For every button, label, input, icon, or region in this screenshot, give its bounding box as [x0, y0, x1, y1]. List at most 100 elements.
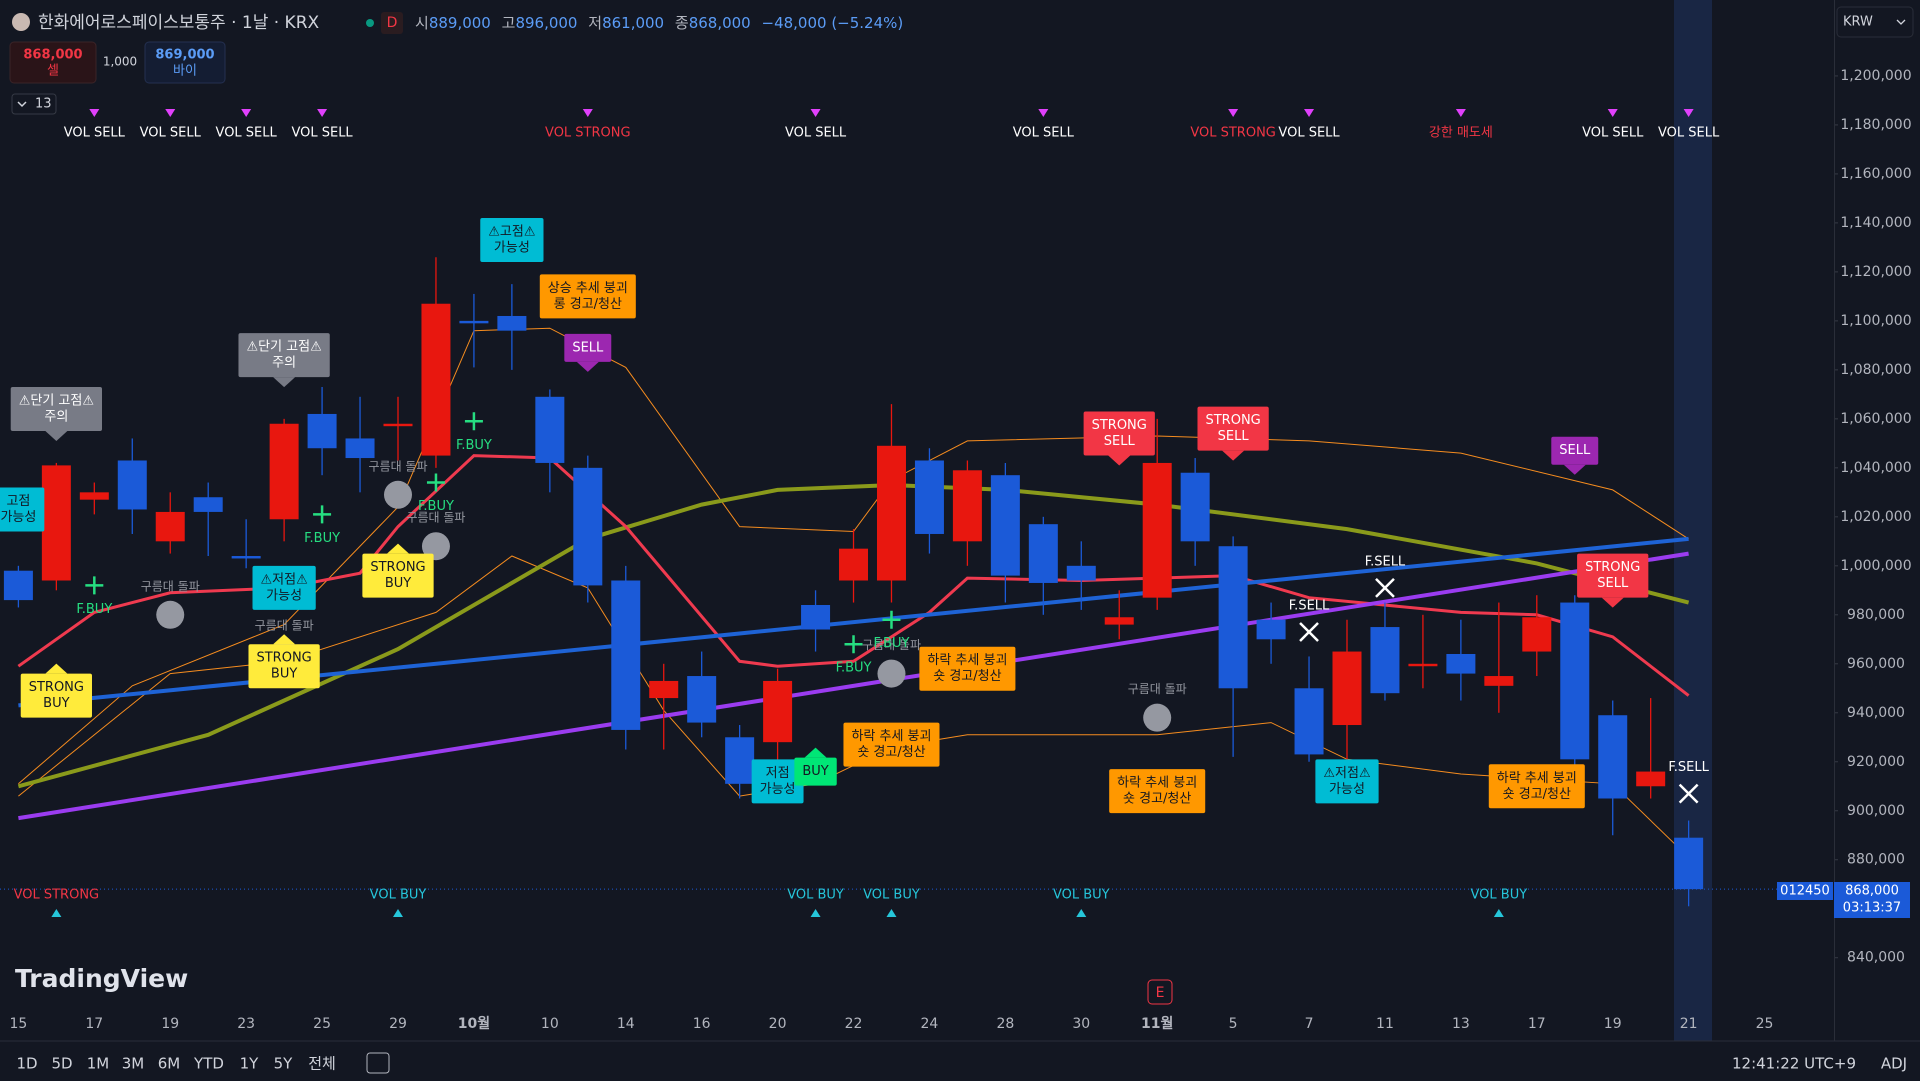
f-sell-marker [1375, 577, 1395, 598]
annotation-text: 가능성 [266, 588, 302, 603]
candle-body [193, 497, 223, 512]
chevron [1896, 19, 1906, 25]
x-tick-label: 17 [85, 1016, 103, 1032]
annotation-box: SELL [564, 333, 612, 372]
signal-marker [1683, 109, 1694, 117]
range-button[interactable]: YTD [193, 1055, 224, 1073]
candle-body [1408, 663, 1438, 667]
candle-body [1370, 627, 1400, 694]
candle-body [497, 315, 527, 331]
logo[interactable]: TradingView [15, 964, 188, 993]
candle-body [1598, 715, 1628, 799]
annotation-text: BUY [385, 576, 411, 591]
ohlc-label: 저 [588, 14, 602, 32]
earnings-marker[interactable] [1147, 979, 1173, 1005]
range-button[interactable]: 6M [158, 1055, 181, 1073]
ohlc-value: 861,000 [602, 14, 664, 32]
cloud-break-label: 구름대 돌파 [862, 638, 921, 652]
x-tick-label: 14 [617, 1016, 635, 1032]
annotation-text: 주의 [44, 410, 68, 425]
x-tick-label: 28 [996, 1016, 1014, 1032]
annotation-box: ⚠저점⚠가능성 [1315, 759, 1379, 804]
cloud-break-label: 구름대 돌파 [141, 579, 200, 593]
sell-button[interactable] [9, 41, 97, 84]
y-tick-label: 1,140,000 [1840, 215, 1911, 231]
candle-body [876, 445, 906, 581]
y-tick-label: 1,000,000 [1840, 558, 1911, 574]
annotation-box [20, 673, 92, 718]
range-button[interactable]: 1D [16, 1055, 37, 1073]
range-button[interactable]: 1Y [240, 1055, 260, 1073]
signal-marker [1493, 909, 1504, 917]
annotation-text: 가능성 [1329, 782, 1365, 797]
x-tick-label: 11 [1376, 1016, 1394, 1032]
signal-label: VOL STRONG [545, 126, 631, 141]
annotation-box: ⚠저점⚠가능성 [252, 565, 316, 610]
sell-price: 868,000 [23, 48, 82, 63]
annotation-text: 가능성 [494, 241, 530, 256]
bottom-toolbar: 1D 5D 1M 3M 6M YTD 1Y 5Y 전체 [16, 1055, 335, 1073]
interval-badge [381, 12, 403, 34]
annotation-text: 상승 추세 붕괴 [548, 281, 628, 296]
annotation-pointer [45, 431, 68, 442]
candle-body [1180, 472, 1210, 542]
annotation-box [0, 487, 45, 532]
range-button[interactable]: 3M [122, 1055, 145, 1073]
range-button[interactable]: 1M [87, 1055, 110, 1073]
x-tick-label: 19 [161, 1016, 179, 1032]
candle-body [535, 396, 565, 463]
annotation-text: ⚠저점⚠ [261, 572, 308, 587]
candle-body [421, 303, 451, 456]
currency: KRW [1843, 15, 1873, 30]
f-buy-marker [464, 412, 483, 431]
candle-body [155, 511, 185, 542]
range-button[interactable]: 전체 [308, 1055, 336, 1073]
y-tick-label: 940,000 [1847, 705, 1905, 721]
x-tick-label: 10월 [458, 1015, 490, 1032]
annotation-box [751, 759, 804, 804]
annotation-pointer [576, 361, 599, 372]
candle-body [3, 570, 33, 601]
currency-select[interactable] [1836, 6, 1914, 38]
signal-label: VOL SELL [1582, 126, 1644, 141]
annotation-box [238, 333, 330, 378]
annotation-pointer [273, 377, 296, 388]
f-buy-label: F.BUY [304, 531, 340, 546]
candle-body [573, 467, 603, 586]
annotation-box [1315, 759, 1379, 804]
x-tick-label: 5 [1229, 1016, 1238, 1032]
signal-marker [51, 909, 62, 917]
candle-body [1028, 524, 1058, 583]
symbol-title[interactable]: 한화에어로스페이스보통주 · 1날 · KRX [38, 13, 320, 33]
annotation-cross: F.SELL [1365, 554, 1406, 598]
candle-body [231, 556, 261, 559]
indicator-toggle[interactable] [11, 93, 57, 115]
range-button[interactable]: 5Y [274, 1055, 294, 1073]
signal-label: VOL SELL [785, 126, 847, 141]
clock[interactable]: 12:41:22 UTC+9 [1732, 1055, 1856, 1073]
annotation-text: SELL [1218, 429, 1250, 444]
buy-button[interactable] [144, 41, 226, 84]
candle-body [383, 423, 413, 427]
annotation-pointer [804, 747, 827, 758]
ohlc-values: 시889,000 고896,000 저861,000 종868,000 −48,… [415, 14, 903, 32]
annotation-text: STRONG [29, 680, 84, 695]
indicator-line [17, 482, 1690, 789]
annotation-text: 고점 [6, 494, 30, 509]
candle-body [839, 548, 869, 581]
y-tick-label: 880,000 [1847, 852, 1905, 868]
x-tick-label: 15 [9, 1016, 27, 1032]
candle-body [990, 475, 1020, 576]
candle-body [611, 580, 641, 730]
date-range-icon[interactable] [366, 1052, 390, 1074]
annotation-box [919, 646, 1016, 691]
price-tag-bg [1834, 882, 1910, 918]
annotation-circle: 구름대 돌파 [368, 459, 428, 509]
annotation-plus: F.BUY [456, 412, 492, 453]
candle-body [649, 680, 679, 699]
adj-toggle[interactable]: ADJ [1881, 1055, 1907, 1073]
f-buy-marker [426, 473, 445, 492]
range-button[interactable]: 5D [51, 1055, 72, 1073]
annotation-pointer [1222, 450, 1245, 461]
